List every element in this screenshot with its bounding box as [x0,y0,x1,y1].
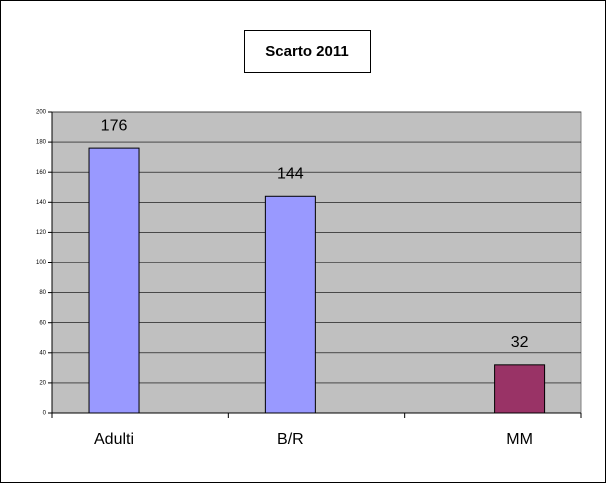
title-box [244,30,371,73]
bar [88,147,140,414]
x-tick-label: Adulti [94,431,134,448]
y-tick-label: 60 [39,320,46,326]
y-tick-label: 20 [39,380,46,386]
y-tick-label: 180 [36,140,47,146]
y-tick-label: 120 [36,230,47,236]
y-tick-label: 0 [43,411,47,417]
y-tick-label: 160 [36,170,47,176]
data-label: 32 [511,334,529,351]
bar [494,364,546,414]
data-label: 176 [101,117,128,134]
y-tick-label: 200 [36,110,47,116]
bar [264,195,316,414]
x-tick-label: B/R [277,431,304,448]
chart-title: Scarto 2011 [265,43,348,60]
y-tick-label: 140 [36,200,47,206]
data-label: 144 [277,165,304,182]
y-tick-label: 100 [36,260,47,266]
x-tick-label: MM [506,431,533,448]
y-tick-label: 40 [39,350,46,356]
y-tick-label: 80 [39,290,46,296]
